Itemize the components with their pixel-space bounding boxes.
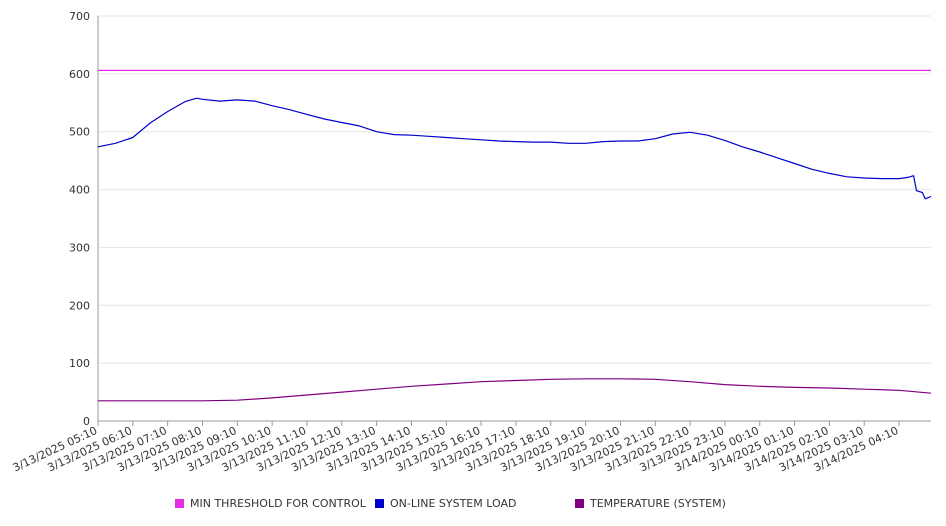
legend-item-temperature[interactable]: TEMPERATURE (SYSTEM) (575, 497, 726, 510)
y-tick-label: 300 (69, 241, 90, 254)
y-tick-label: 400 (69, 184, 90, 197)
legend-label-system-load: ON-LINE SYSTEM LOAD (390, 497, 517, 510)
legend-label-threshold: MIN THRESHOLD FOR CONTROL (190, 497, 366, 510)
legend-swatch-threshold (175, 499, 184, 508)
y-tick-label: 100 (69, 357, 90, 370)
legend-swatch-system-load (375, 499, 384, 508)
axes (97, 16, 931, 426)
legend-item-system-load[interactable]: ON-LINE SYSTEM LOAD (375, 497, 516, 510)
gridlines (98, 15, 931, 364)
y-tick-label: 500 (69, 126, 90, 139)
series-lines (97, 69, 932, 402)
y-tick-label: 600 (69, 68, 90, 81)
legend-swatch-temperature (575, 499, 584, 508)
x-tick-labels: 3/13/2025 05:103/13/2025 06:103/13/2025 … (11, 424, 901, 474)
y-tick-labels: 0 100 200 300 400 500 600 700 (69, 10, 90, 428)
y-tick-label: 0 (83, 415, 90, 428)
series-line-on-line-system-load (97, 97, 932, 200)
series-line-temperature-system (98, 378, 932, 402)
legend: MIN THRESHOLD FOR CONTROL ON-LINE SYSTEM… (0, 497, 946, 515)
y-tick-label: 700 (69, 10, 90, 23)
y-tick-label: 200 (69, 299, 90, 312)
legend-label-temperature: TEMPERATURE (SYSTEM) (590, 497, 726, 510)
line-chart: 0 100 200 300 400 500 600 700 3/13/2025 05:103/… (11, 10, 932, 474)
legend-item-threshold[interactable]: MIN THRESHOLD FOR CONTROL (175, 497, 366, 510)
